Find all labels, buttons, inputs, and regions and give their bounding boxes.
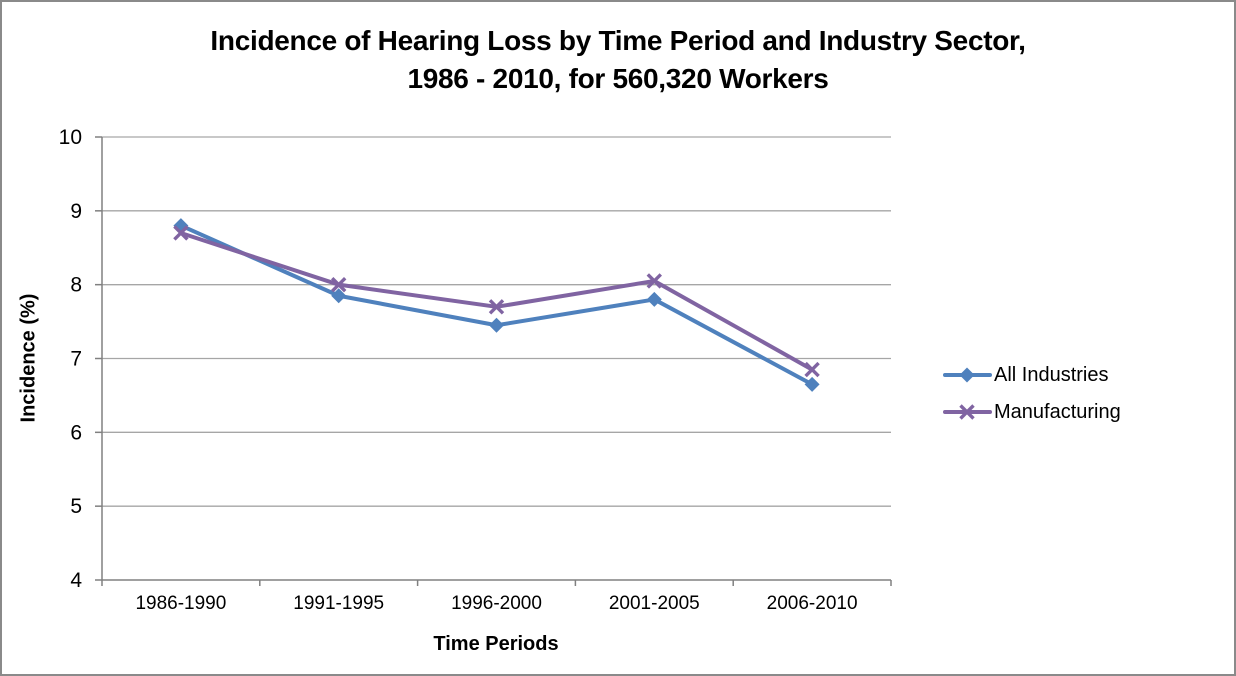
- series-line-manufacturing: [178, 230, 815, 372]
- data-point-x-marker: [804, 361, 820, 378]
- legend-x-marker: [959, 404, 975, 420]
- data-point-diamond-marker: [646, 291, 662, 307]
- data-point-diamond-marker: [489, 317, 504, 333]
- y-tick-label: 7: [70, 348, 82, 371]
- legend-diamond-marker: [959, 367, 975, 383]
- x-tick-label: 2006-2010: [767, 593, 858, 614]
- x-tick-label: 1991-1995: [293, 593, 384, 614]
- x-tick-label: 1986-1990: [135, 593, 226, 614]
- data-point-diamond-marker: [331, 288, 347, 304]
- all-industries-line-sample: [943, 367, 992, 383]
- chart-title-line2: 1986 - 2010, for 560,320 Workers: [407, 63, 829, 94]
- legend-label-manufacturing: Manufacturing: [994, 400, 1121, 423]
- x-tick-label: 2001-2005: [609, 593, 700, 614]
- data-point-x-marker: [173, 225, 189, 241]
- legend: All Industries Manufacturing: [943, 363, 1121, 424]
- y-tick-label: 10: [59, 126, 82, 149]
- manufacturing-line-sample: [943, 404, 992, 420]
- data-point-x-marker: [488, 299, 505, 315]
- y-tick-label: 9: [70, 200, 82, 223]
- y-tick-label: 4: [70, 569, 82, 592]
- legend-item-manufacturing: Manufacturing: [943, 400, 1121, 424]
- chart-title-line1: Incidence of Hearing Loss by Time Period…: [210, 25, 1026, 56]
- y-tick-label: 5: [70, 495, 82, 518]
- y-tick-label: 8: [70, 274, 82, 297]
- data-point-x-marker: [646, 273, 663, 289]
- x-axis-title: Time Periods: [433, 633, 559, 655]
- data-point-x-marker: [330, 276, 347, 293]
- x-tick-label: 1996-2000: [451, 593, 542, 614]
- legend-label-all-industries: All Industries: [994, 363, 1109, 386]
- y-tick-label: 6: [70, 421, 82, 444]
- legend-item-all-industries: All Industries: [943, 363, 1121, 387]
- data-point-diamond-marker: [804, 376, 820, 392]
- chart-title: Incidence of Hearing Loss by Time Period…: [2, 22, 1234, 98]
